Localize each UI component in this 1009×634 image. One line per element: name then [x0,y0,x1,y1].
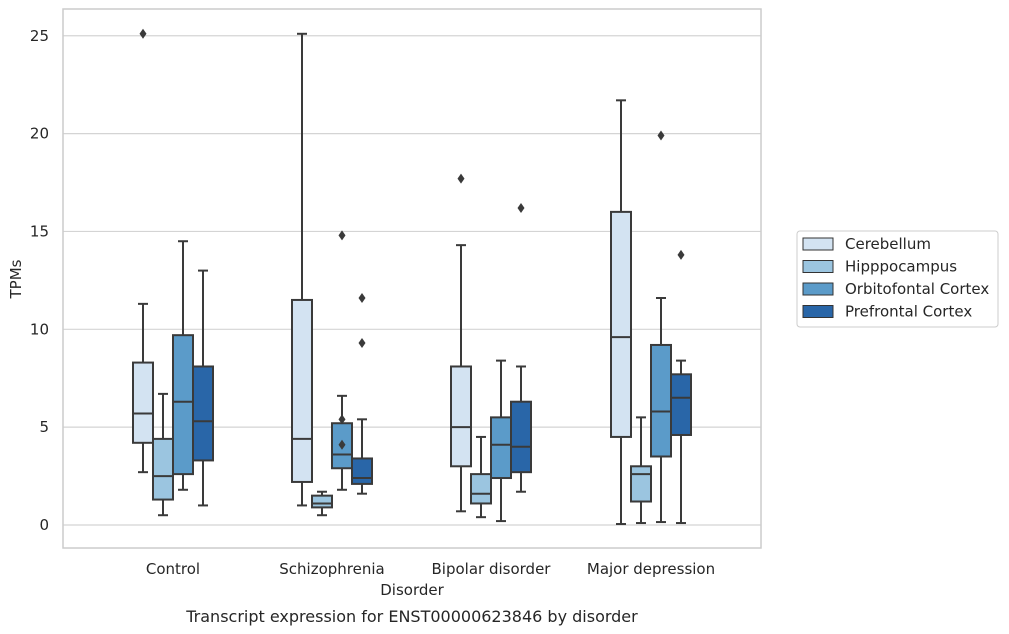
x-axis-label: Disorder [380,581,444,599]
legend-label: Hipppocampus [845,258,957,276]
box-hipppocampus [311,490,333,517]
chart-title: Transcript expression for ENST0000062384… [185,607,638,626]
y-tick-label: 15 [30,222,49,240]
box-iqr [630,465,652,503]
x-tick-label: Bipolar disorder [432,560,552,578]
y-tick-label: 5 [39,418,49,436]
box-iqr [610,210,632,438]
y-tick-label: 20 [30,125,49,143]
box-iqr [650,343,672,458]
x-tick-label: Major depression [587,560,715,578]
boxes [132,28,692,526]
box-iqr [172,334,194,476]
outlier-point [338,414,346,425]
legend-label: Prefrontal Cortex [845,303,972,321]
box-iqr [132,361,154,444]
legend-swatch [802,305,834,318]
outlier-point [358,292,366,303]
y-tick-label: 25 [30,27,49,45]
box-cerebellum [132,28,154,474]
legend-label: Cerebellum [845,235,931,253]
box-iqr [450,365,472,468]
outlier-point [657,130,665,141]
box-hipppocampus [630,416,652,525]
box-iqr [152,437,174,501]
box-prefrontal-cortex [510,202,532,493]
outlier-point [139,28,147,39]
legend-swatch [802,282,834,296]
box-prefrontal-cortex [670,249,692,525]
box-hipppocampus [470,435,492,519]
box-iqr [670,373,692,436]
box-cerebellum [610,99,632,526]
y-tick-labels: 0 5 10 15 20 25 [30,27,49,534]
legend-swatch [802,260,834,273]
outlier-point [677,249,685,260]
box-orbitofontal-cortex [650,130,672,524]
box-cerebellum [291,32,313,507]
x-tick-label: Control [146,560,200,578]
box-iqr [510,400,532,474]
y-tick-label: 10 [30,320,49,338]
box-iqr [291,298,313,483]
x-tick-labels: Control Schizophrenia Bipolar disorder Majo… [146,560,715,578]
box-prefrontal-cortex [351,292,373,495]
outlier-point [457,173,465,184]
box-iqr [490,416,512,480]
legend-frame [796,230,999,328]
box-iqr [311,494,333,509]
box-orbitofontal-cortex [490,359,512,523]
box-cerebellum [450,173,472,513]
x-tick-label: Schizophrenia [279,560,384,578]
legend: Cerebellum Hipppocampus Orbitofontal Corte… [796,230,999,328]
box-prefrontal-cortex [192,269,214,507]
outlier-point [517,202,525,213]
box-iqr [470,473,492,505]
box-iqr [192,365,214,462]
outlier-point [358,337,366,348]
outlier-point [338,230,346,241]
y-tick-label: 0 [39,516,49,534]
box-orbitofontal-cortex [331,230,353,491]
legend-label: Orbitofontal Cortex [845,280,989,298]
box-iqr [351,457,373,485]
plot-frame [62,8,762,549]
legend-swatch [802,237,834,251]
outlier-point [338,439,346,450]
y-axis-label: TPMs [7,259,25,299]
